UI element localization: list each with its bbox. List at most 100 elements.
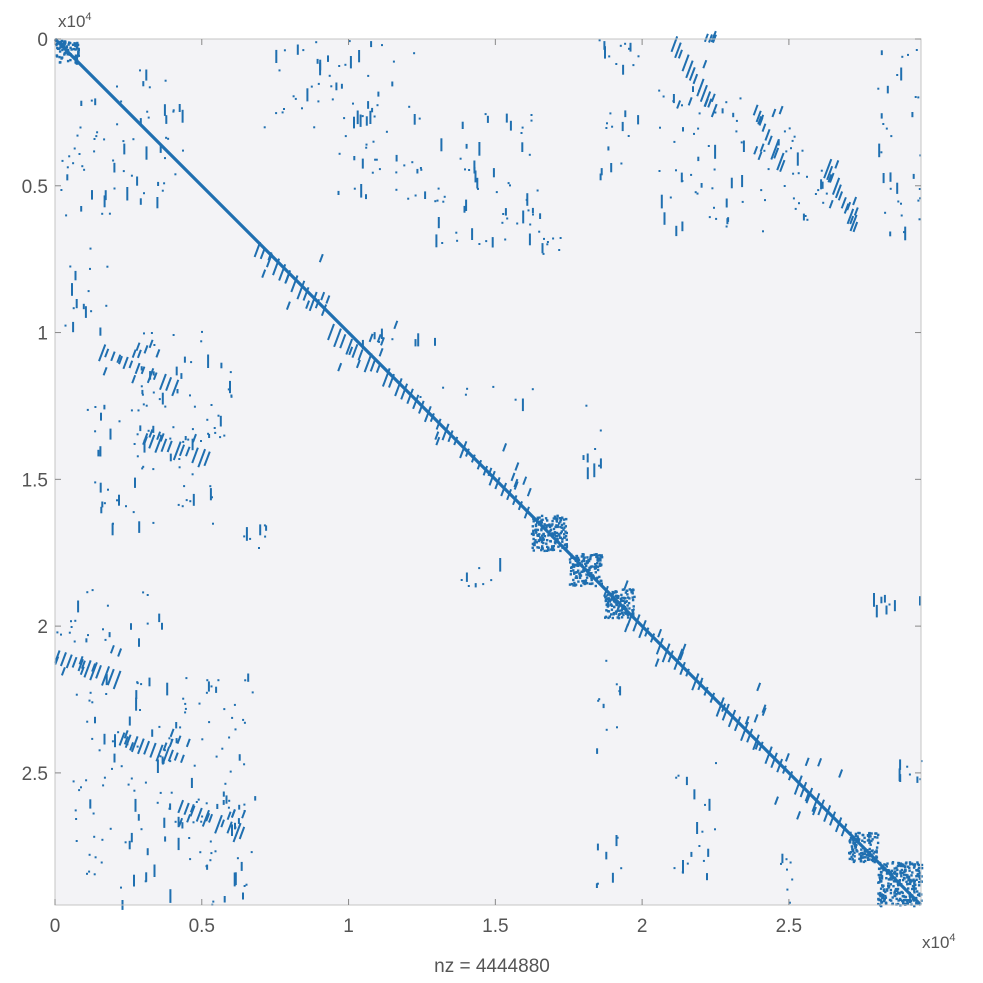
nonzero-marker — [655, 637, 664, 655]
nonzero-marker — [908, 869, 911, 872]
nonzero-marker — [917, 199, 920, 202]
nonzero-marker — [318, 253, 324, 263]
nonzero-marker — [896, 864, 900, 868]
nonzero-marker — [152, 391, 155, 394]
nonzero-marker — [189, 858, 192, 861]
nonzero-marker — [539, 536, 542, 539]
nonzero-marker — [554, 538, 557, 541]
nonzero-marker — [896, 868, 899, 872]
nonzero-marker — [155, 744, 164, 762]
nonzero-marker — [243, 803, 246, 806]
nonzero-marker — [140, 366, 143, 371]
nonzero-marker — [490, 579, 493, 582]
nonzero-marker — [74, 43, 78, 46]
nonzero-marker — [412, 394, 420, 410]
nonzero-marker — [429, 413, 435, 423]
nonzero-marker — [848, 857, 851, 861]
nonzero-marker — [910, 862, 914, 865]
nonzero-marker — [110, 351, 116, 362]
nonzero-marker — [217, 414, 220, 417]
nonzero-marker — [205, 812, 211, 822]
nonzero-marker — [77, 51, 80, 54]
nonzero-marker — [551, 548, 554, 552]
nonzero-marker — [138, 638, 140, 647]
nonzero-marker — [596, 562, 599, 565]
nonzero-marker — [637, 115, 640, 125]
nonzero-marker — [79, 126, 82, 129]
nonzero-marker — [106, 604, 109, 607]
nonzero-marker — [180, 373, 183, 379]
nonzero-marker — [759, 143, 765, 153]
nonzero-marker — [693, 132, 695, 135]
nonzero-marker — [316, 58, 319, 64]
nonzero-marker — [762, 230, 764, 233]
nonzero-marker — [846, 201, 852, 211]
nonzero-marker — [102, 628, 104, 631]
nonzero-marker — [73, 147, 76, 150]
nonzero-marker — [907, 879, 910, 882]
nonzero-marker — [619, 597, 622, 600]
nonzero-marker — [283, 49, 286, 52]
nonzero-marker — [595, 553, 598, 556]
nonzero-marker — [893, 894, 896, 897]
nonzero-marker — [796, 811, 802, 820]
nonzero-marker — [562, 518, 566, 521]
nonzero-marker — [624, 612, 628, 615]
nonzero-marker — [478, 567, 481, 570]
nonzero-marker — [893, 867, 896, 870]
nonzero-marker — [294, 97, 297, 100]
nonzero-marker — [727, 709, 737, 728]
nonzero-marker — [437, 187, 440, 190]
nonzero-marker — [168, 737, 171, 740]
nonzero-marker — [95, 135, 98, 138]
nonzero-marker — [918, 892, 921, 895]
nonzero-marker — [400, 383, 409, 400]
nonzero-marker — [61, 42, 64, 46]
nonzero-marker — [829, 172, 835, 183]
nonzero-marker — [543, 535, 547, 538]
nonzero-marker — [317, 82, 320, 85]
y-tick-label: 0 — [37, 30, 48, 51]
nonzero-marker — [122, 356, 129, 370]
nonzero-marker — [105, 673, 108, 686]
nonzero-marker — [605, 127, 608, 129]
nonzero-marker — [605, 659, 608, 662]
nonzero-marker — [860, 848, 863, 851]
nonzero-marker — [380, 337, 385, 346]
nonzero-marker — [137, 738, 145, 755]
nonzero-marker — [879, 870, 883, 874]
nonzero-marker — [682, 860, 684, 874]
nonzero-marker — [848, 851, 851, 855]
nonzero-marker — [785, 150, 788, 153]
nonzero-marker — [605, 597, 608, 601]
nonzero-marker — [551, 523, 554, 526]
nonzero-marker — [478, 142, 481, 156]
nonzero-marker — [887, 886, 890, 889]
nonzero-marker — [894, 889, 897, 892]
nonzero-marker — [786, 888, 789, 891]
nonzero-marker — [626, 596, 630, 599]
nonzero-marker — [759, 114, 765, 124]
nonzero-marker — [918, 894, 921, 897]
nonzero-marker — [233, 872, 236, 887]
nonzero-marker — [770, 752, 778, 769]
nonzero-marker — [381, 368, 391, 387]
nonzero-marker — [899, 872, 902, 875]
nonzero-marker — [130, 409, 133, 412]
nonzero-marker — [90, 310, 93, 313]
nonzero-marker — [562, 528, 565, 531]
nonzero-marker — [205, 691, 208, 694]
nonzero-marker — [843, 203, 850, 214]
nonzero-marker — [75, 840, 78, 842]
nonzero-marker — [574, 563, 577, 567]
nonzero-marker — [886, 862, 889, 865]
nonzero-marker — [888, 878, 891, 881]
nonzero-marker — [877, 873, 880, 877]
nonzero-marker — [103, 776, 106, 779]
nonzero-marker — [708, 798, 711, 811]
nonzero-marker — [631, 596, 634, 599]
nonzero-marker — [59, 652, 67, 667]
nonzero-marker — [101, 666, 111, 686]
nonzero-marker — [559, 531, 563, 535]
